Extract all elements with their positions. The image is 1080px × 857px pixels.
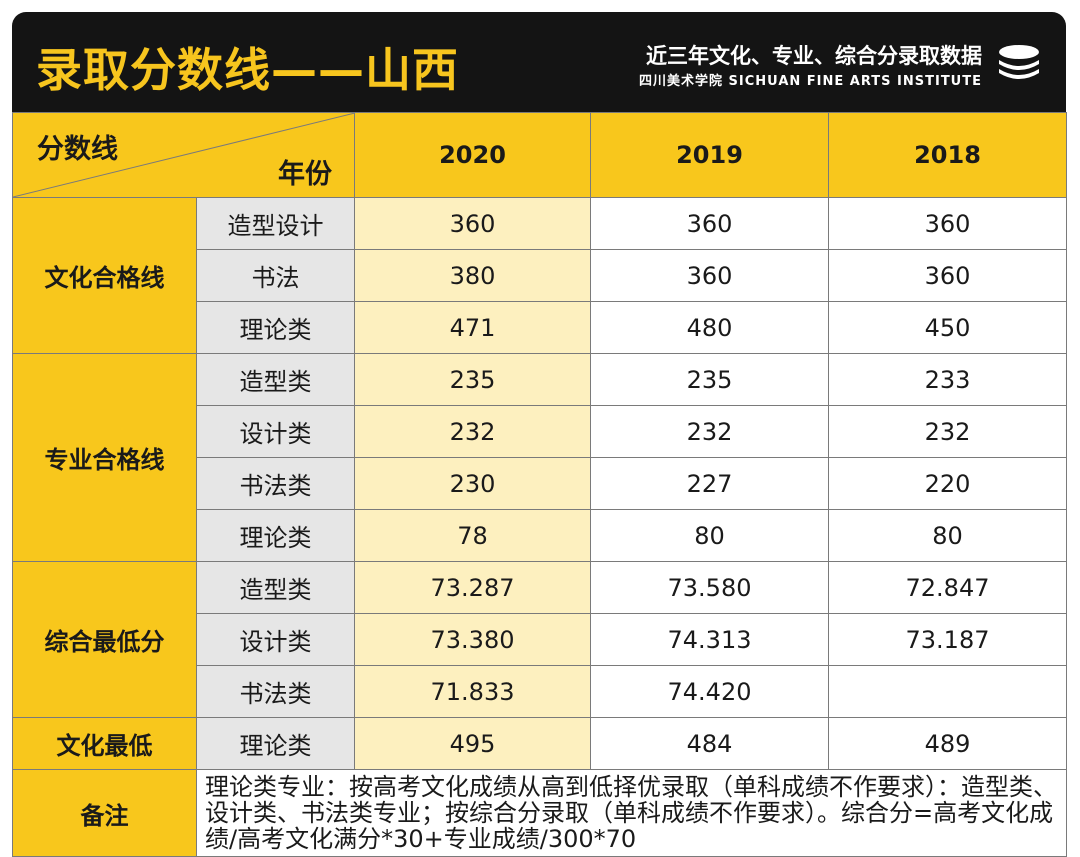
table-row: 专业合格线 造型类 235 235 233	[12, 353, 1067, 562]
group-label: 综合最低分	[12, 561, 197, 718]
note-text: 理论类专业：按高考文化成绩从高到低择优录取（单科成绩不作要求）：造型类、设计类、…	[196, 769, 1067, 857]
table-row: 书法类 71.833 74.420	[13, 665, 1067, 718]
table-row: 综合最低分 造型类 73.287 73.580 72.847	[12, 561, 1067, 718]
header-bar: 录取分数线——山西 近三年文化、专业、综合分录取数据 四川美术学院 SICHUA…	[12, 12, 1066, 112]
subcategory-label: 理论类	[196, 717, 355, 770]
subcategory-label: 书法类	[196, 457, 355, 510]
table-row: 书法类 230 227 220	[13, 457, 1067, 510]
group-label: 文化合格线	[12, 197, 197, 354]
subcategory-label: 设计类	[196, 405, 355, 458]
table-row: 设计类 232 232 232	[13, 405, 1067, 458]
subcategory-label: 书法	[196, 249, 355, 302]
score-cell-2019: 232	[590, 405, 829, 458]
page-subtitle: 近三年文化、专业、综合分录取数据	[646, 44, 982, 68]
note-label: 备注	[12, 769, 197, 857]
table-row: 文化最低 理论类 495 484 489	[12, 717, 1067, 770]
group-label: 文化最低	[12, 717, 197, 770]
subcategory-label: 设计类	[196, 613, 355, 666]
table-header-row: 分数线 年份 2020 2019 2018	[12, 112, 1067, 198]
subcategory-label: 理论类	[196, 509, 355, 562]
subcategory-label: 造型类	[196, 353, 355, 406]
year-header-2020: 2020	[354, 112, 591, 198]
subcategory-label: 造型类	[196, 561, 355, 614]
score-cell-2019: 360	[590, 249, 829, 302]
subcategory-label: 理论类	[196, 301, 355, 354]
score-cell-2018: 360	[828, 249, 1067, 302]
subcategory-label: 书法类	[196, 665, 355, 718]
score-cell-2018	[828, 665, 1067, 718]
score-cell-2019: 480	[590, 301, 829, 354]
score-cell-2020: 230	[354, 457, 591, 510]
score-cell-2020: 471	[354, 301, 591, 354]
score-cell-2018: 220	[828, 457, 1067, 510]
subcategory-label: 造型设计	[196, 197, 355, 250]
group-label: 专业合格线	[12, 353, 197, 562]
corner-header-cell: 分数线 年份	[12, 112, 355, 198]
score-cell-2018: 489	[828, 717, 1067, 770]
institute-name: 四川美术学院 SICHUAN FINE ARTS INSTITUTE	[639, 74, 982, 89]
year-label: 年份	[278, 159, 332, 190]
score-cell-2020: 78	[354, 509, 591, 562]
score-cell-2019: 227	[590, 457, 829, 510]
table-row: 文化合格线 造型设计 360 360 360	[12, 197, 1067, 354]
year-header-2018: 2018	[828, 112, 1067, 198]
score-cell-2020: 235	[354, 353, 591, 406]
score-cell-2019: 235	[590, 353, 829, 406]
table-row: 设计类 73.380 74.313 73.187	[13, 613, 1067, 666]
score-cell-2018: 232	[828, 405, 1067, 458]
score-cell-2020: 73.380	[354, 613, 591, 666]
score-cell-2018: 73.187	[828, 613, 1067, 666]
table-row: 书法 380 360 360	[13, 249, 1067, 302]
diagonal-divider	[13, 113, 355, 197]
score-line-label: 分数线	[37, 134, 118, 165]
stacked-discs-icon	[999, 45, 1039, 79]
score-cell-2020: 360	[354, 197, 591, 250]
score-cell-2020: 73.287	[354, 561, 591, 614]
score-cell-2018: 80	[828, 509, 1067, 562]
score-cell-2020: 380	[354, 249, 591, 302]
year-header-2019: 2019	[590, 112, 829, 198]
score-cell-2019: 74.420	[590, 665, 829, 718]
score-cell-2020: 232	[354, 405, 591, 458]
note-row: 备注 理论类专业：按高考文化成绩从高到低择优录取（单科成绩不作要求）：造型类、设计…	[12, 769, 1067, 857]
score-cell-2019: 73.580	[590, 561, 829, 614]
score-cell-2018: 450	[828, 301, 1067, 354]
score-cell-2020: 495	[354, 717, 591, 770]
score-table: 分数线 年份 2020 2019 2018 文化合格线 造型设计 360 360 360…	[12, 112, 1067, 857]
score-cell-2019: 484	[590, 717, 829, 770]
score-cell-2018: 360	[828, 197, 1067, 250]
page-title: 录取分数线——山西	[36, 43, 459, 97]
score-cell-2019: 360	[590, 197, 829, 250]
table-row: 理论类 471 480 450	[13, 301, 1067, 354]
score-cell-2019: 74.313	[590, 613, 829, 666]
score-cell-2018: 233	[828, 353, 1067, 406]
score-cell-2018: 72.847	[828, 561, 1067, 614]
table-row: 理论类 78 80 80	[13, 509, 1067, 562]
score-cell-2019: 80	[590, 509, 829, 562]
score-cell-2020: 71.833	[354, 665, 591, 718]
